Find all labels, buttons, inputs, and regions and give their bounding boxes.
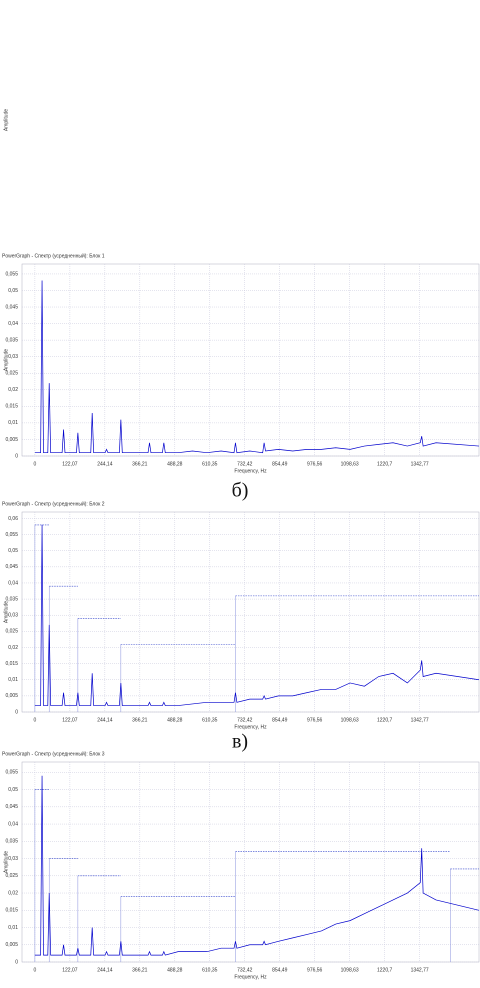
y-tick-label: 0,03 xyxy=(8,613,18,619)
y-tick-label: 0,04 xyxy=(8,821,18,827)
y-tick-label: 0,05 xyxy=(8,548,18,554)
y-tick-label: 0,045 xyxy=(5,304,18,310)
x-tick-label: 976,56 xyxy=(307,967,323,973)
y-axis-label: Amplitude xyxy=(3,851,9,873)
x-tick-label: 610,35 xyxy=(202,967,218,973)
x-axis-label: Frequency, Hz xyxy=(234,974,267,980)
chart-title: PowerGraph - Спектр (усредненный): Блок … xyxy=(2,750,105,757)
y-tick-label: 0,05 xyxy=(8,787,18,793)
chart-title: PowerGraph - Спектр (усредненный): Блок … xyxy=(2,500,105,507)
plot-frame xyxy=(21,511,480,713)
x-tick-label: 854,49 xyxy=(272,967,288,973)
x-tick-label: 976,56 xyxy=(307,461,323,467)
x-tick-label: 1342,77 xyxy=(411,967,429,973)
x-tick-label: 1220,7 xyxy=(377,967,393,973)
plot-frame xyxy=(21,263,480,457)
y-tick-label: 0,02 xyxy=(8,890,18,896)
spectrum-line xyxy=(34,524,480,706)
y-tick-label: 0,055 xyxy=(5,271,18,277)
x-tick-label: 0 xyxy=(34,717,37,723)
x-tick-label: 1098,63 xyxy=(341,717,359,723)
y-tick-label: 0,005 xyxy=(5,693,18,699)
y-axis-label: Amplitude xyxy=(3,349,9,371)
y-tick-label: 0,035 xyxy=(5,596,18,602)
y-tick-label: 0,04 xyxy=(8,580,18,586)
plot-frame xyxy=(21,761,480,963)
y-axis-label: Amplitude xyxy=(3,601,9,623)
y-tick-label: 0,005 xyxy=(5,437,18,443)
x-axis-label: Frequency, Hz xyxy=(234,724,267,730)
y-tick-label: 0,06 xyxy=(8,516,18,522)
x-tick-label: 976,56 xyxy=(307,717,323,723)
x-tick-label: 732,42 xyxy=(237,717,253,723)
x-tick-label: 0 xyxy=(34,967,37,973)
caption: б) xyxy=(232,480,249,502)
x-tick-label: 732,42 xyxy=(237,461,253,467)
y-tick-label: 0,045 xyxy=(5,804,18,810)
x-tick-label: 488,28 xyxy=(167,967,183,973)
x-tick-label: 244,14 xyxy=(97,717,113,723)
x-tick-label: 122,07 xyxy=(62,967,78,973)
x-tick-label: 366,21 xyxy=(132,967,148,973)
y-tick-label: 0,02 xyxy=(8,645,18,651)
caption: в) xyxy=(232,731,248,753)
y-tick-label: 0,04 xyxy=(8,321,18,327)
x-tick-label: 366,21 xyxy=(132,717,148,723)
x-tick-label: 244,14 xyxy=(97,967,113,973)
y-tick-label: 0,015 xyxy=(5,908,18,914)
x-tick-label: 1220,7 xyxy=(377,717,393,723)
y-tick-label: 0,05 xyxy=(8,288,18,294)
x-tick-label: 854,49 xyxy=(272,717,288,723)
y-tick-label: 0,055 xyxy=(5,532,18,538)
spectrum-line xyxy=(34,280,480,454)
y-tick-label: 0 xyxy=(15,453,18,459)
x-axis-label: Frequency, Hz xyxy=(234,468,267,474)
x-tick-label: 854,49 xyxy=(272,461,288,467)
y-tick-label: 0,025 xyxy=(5,873,18,879)
chart-title: PowerGraph - Спектр (усредненный): Блок … xyxy=(2,252,105,259)
x-tick-label: 610,35 xyxy=(202,461,218,467)
x-tick-label: 122,07 xyxy=(62,461,78,467)
x-tick-label: 610,35 xyxy=(202,717,218,723)
x-tick-label: 488,28 xyxy=(167,461,183,467)
x-tick-label: 244,14 xyxy=(97,461,113,467)
y-tick-label: 0,045 xyxy=(5,564,18,570)
y-tick-label: 0,03 xyxy=(8,856,18,862)
x-tick-label: 366,21 xyxy=(132,461,148,467)
y-tick-label: 0,025 xyxy=(5,371,18,377)
y-tick-label: 0,015 xyxy=(5,404,18,410)
x-tick-label: 1342,77 xyxy=(411,717,429,723)
x-tick-label: 122,07 xyxy=(62,717,78,723)
y-tick-label: 0,035 xyxy=(5,839,18,845)
y-tick-label: 0,02 xyxy=(8,387,18,393)
x-tick-label: 0 xyxy=(34,461,37,467)
x-tick-label: 1098,63 xyxy=(341,461,359,467)
y-tick-label: 0,015 xyxy=(5,661,18,667)
x-tick-label: 732,42 xyxy=(237,967,253,973)
y-tick-label: 0 xyxy=(15,709,18,715)
x-tick-label: 1342,77 xyxy=(411,461,429,467)
x-tick-label: 1098,63 xyxy=(341,967,359,973)
y-tick-label: 0 xyxy=(15,959,18,965)
y-tick-label: 0,01 xyxy=(8,677,18,683)
y-axis-label: Amplitude xyxy=(3,109,9,131)
y-tick-label: 0,035 xyxy=(5,337,18,343)
x-tick-label: 1220,7 xyxy=(377,461,393,467)
y-tick-label: 0,005 xyxy=(5,942,18,948)
y-tick-label: 0,03 xyxy=(8,354,18,360)
y-tick-label: 0,055 xyxy=(5,770,18,776)
x-tick-label: 488,28 xyxy=(167,717,183,723)
y-tick-label: 0,01 xyxy=(8,925,18,931)
y-tick-label: 0,025 xyxy=(5,629,18,635)
y-tick-label: 0,01 xyxy=(8,420,18,426)
spectrum-line xyxy=(34,775,480,956)
